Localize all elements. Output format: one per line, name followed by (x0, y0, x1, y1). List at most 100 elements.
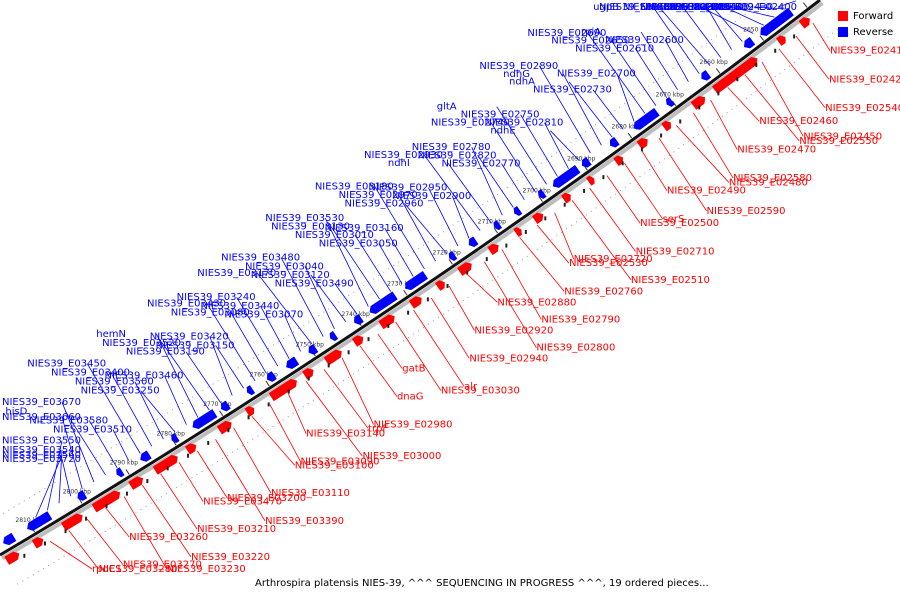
gene-label-leader (447, 162, 492, 224)
rrna-marker (640, 147, 643, 152)
rrna-marker (583, 188, 586, 193)
rrna-marker (544, 216, 547, 221)
gene-label-leader (68, 529, 99, 570)
forward-gene-label: alr (464, 381, 478, 392)
tick-label: 2700 kbp (523, 187, 551, 194)
gene-label-leader (712, 6, 743, 42)
tick-mark (125, 469, 130, 475)
gene-label-leader (496, 106, 547, 185)
gene-label-leader (185, 351, 222, 404)
tick-label: 2710 kbp (478, 219, 506, 226)
reverse-gene-label: ndhE (490, 126, 515, 137)
reverse-gene-label: NIES39_E02970 (339, 190, 418, 201)
gene-label-leader (589, 187, 636, 252)
rrna-marker (426, 297, 429, 302)
gene-label-leader (395, 321, 442, 391)
forward-gene-label: NIES39_E03280 (99, 564, 178, 575)
gene-label-leader (538, 65, 591, 154)
forward-gene-label: NIES39_E03200 (227, 493, 306, 504)
tick-mark (671, 100, 677, 107)
gene-label-leader (812, 22, 831, 51)
legend-reverse: Reverse (838, 24, 893, 40)
forward-gene-arrow (91, 490, 121, 513)
rrna-marker (64, 529, 67, 534)
rrna-marker (717, 91, 720, 96)
forward-gene-arrow (434, 280, 445, 291)
tick-mark (403, 289, 408, 296)
gene-label-leader (110, 372, 153, 447)
tick-label: 2810 kbp (15, 517, 43, 524)
gene-label-leader (374, 186, 425, 270)
gene-label-leader (423, 154, 481, 231)
reverse-gene-label: NIES39_E02820 (418, 150, 497, 161)
reverse-gene-arrow (552, 164, 581, 188)
tick-label: 2650 kbp (743, 26, 771, 33)
reverse-gene-arrow (448, 250, 458, 261)
gene-label-leader (777, 0, 797, 8)
reverse-gene-label: NIES39_E03050 (319, 238, 398, 249)
forward-gene-arrow (128, 476, 144, 490)
gene-label-leader (466, 273, 498, 303)
gene-label-leader (610, 40, 657, 106)
gene-label-leader (65, 411, 106, 476)
forward-gene-label: serS (663, 214, 685, 225)
reverse-gene-label: NIES39_E02740 (431, 118, 510, 129)
gene-label-leader (305, 380, 363, 457)
forward-gene-label: NIES39_E02580 (733, 173, 812, 184)
gene-label-leader (430, 297, 470, 359)
reverse-gene-label: NIES39_E02810 (484, 118, 563, 129)
gene-label-leader (377, 333, 403, 369)
reverse-gene-label: ndhG (503, 69, 530, 80)
rrna-marker (43, 541, 46, 546)
reverse-gene-label: NIES39_E02950 (368, 183, 447, 194)
legend: Forward Reverse (838, 8, 893, 40)
forward-gene-label: NIES39_E02410 (830, 46, 900, 57)
forward-gene-label: NIES39_E03470 (203, 497, 282, 508)
gene-label-leader (536, 224, 570, 264)
reverse-gene-arrow (405, 270, 429, 291)
forward-gene-label: NIES39_E02450 (803, 131, 882, 142)
reverse-gene-arrow (27, 511, 53, 531)
reverse-gene-arrow (513, 205, 523, 216)
gene-label-leader (134, 381, 164, 440)
gene-label-leader (140, 390, 176, 433)
rrna-marker (267, 402, 270, 407)
forward-gene-arrow (152, 454, 178, 475)
reverse-gene-arrow (701, 69, 712, 81)
reverse-gene-arrow (665, 96, 675, 107)
tick-label: 2740 kbp (342, 311, 370, 318)
forward-gene-arrow (487, 243, 499, 256)
reverse-gene-label: NIES39_E03660 (2, 412, 81, 423)
legend-forward-label: Forward (853, 10, 894, 22)
reverse-gene-label: NIES39_E03150 (156, 340, 235, 351)
tick-mark (493, 227, 499, 234)
tick-label: 2680 kbp (612, 124, 640, 131)
rrna-marker (698, 105, 701, 110)
reverse-gene-label: ugpB (593, 2, 619, 13)
reverse-gene-arrow (633, 107, 660, 130)
gene-label-leader (501, 163, 525, 201)
gene-label-leader (341, 357, 374, 425)
reverse-gene-label: NIES39_E02690 (527, 28, 606, 39)
gene-label-leader (568, 81, 613, 138)
gene-label-leader (280, 257, 324, 337)
gene-label-leader (754, 6, 786, 10)
rrna-marker (367, 337, 370, 342)
forward-gene-label: NIES39_E03390 (265, 516, 344, 527)
reverse-gene-label: NIES39_E03040 (245, 261, 324, 272)
reverse-gene-label: NIES39_E02600 (605, 35, 684, 46)
reverse-gene-arrow (116, 467, 125, 478)
reverse-gene-label: ndhI (388, 158, 410, 169)
gene-label-leader (587, 32, 646, 114)
rrna-marker (602, 175, 605, 180)
reverse-gene-label: NIES39_E03450 (27, 359, 106, 370)
gene-label-leader (761, 61, 804, 137)
rrna-marker (524, 229, 527, 234)
gene-label-leader (451, 195, 470, 239)
reverse-gene-label: NIES39_E03420 (150, 332, 229, 343)
gene-label-leader (682, 6, 722, 58)
rrna-marker (563, 202, 566, 207)
forward-gene-label: NIES39_E02500 (640, 218, 719, 229)
forward-gene-arrow (378, 314, 395, 330)
